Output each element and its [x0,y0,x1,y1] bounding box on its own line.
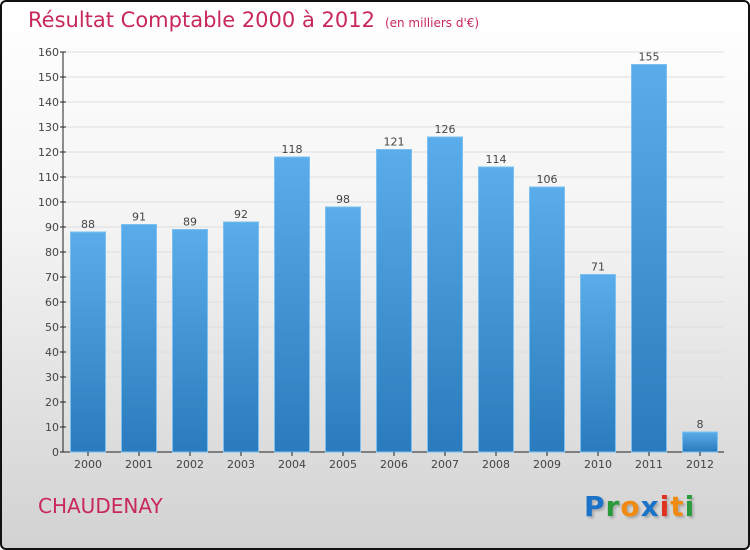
bar-2008 [478,166,514,453]
data-label-2000: 88 [81,218,95,231]
x-tick-label-2003: 2003 [227,458,255,471]
x-tick-label-2005: 2005 [329,458,357,471]
commune-name: CHAUDENAY [38,494,163,518]
bar-2009 [529,186,565,453]
x-tick-label-2009: 2009 [533,458,561,471]
chart-title: Résultat Comptable 2000 à 2012 (en millie… [28,8,479,32]
x-tick-label-2007: 2007 [431,458,459,471]
data-label-2009: 106 [537,173,558,186]
bar-2004 [274,156,310,453]
x-tick-label-2008: 2008 [482,458,510,471]
x-tick-label-2000: 2000 [74,458,102,471]
y-tick-label: 20 [45,396,59,409]
data-label-2008: 114 [486,153,507,166]
bar-2006 [376,149,412,453]
data-label-2012: 8 [697,418,704,431]
data-label-2011: 155 [639,51,660,64]
x-tick-label-2004: 2004 [278,458,306,471]
bar-2012 [682,431,718,453]
y-tick-label: 130 [38,121,59,134]
data-label-2007: 126 [435,123,456,136]
bar-2001 [121,224,157,453]
y-tick-label: 110 [38,171,59,184]
bar-2003 [223,221,259,453]
y-tick-label: 140 [38,96,59,109]
x-tick-label-2006: 2006 [380,458,408,471]
y-tick-label: 0 [52,446,59,459]
data-label-2003: 92 [234,208,248,221]
unit-label: (en milliers d'€) [384,16,480,30]
y-tick-label: 70 [45,271,59,284]
x-tick-label-2010: 2010 [584,458,612,471]
bar-2011 [631,64,667,453]
data-label-2010: 71 [591,261,605,274]
x-tick-label-2012: 2012 [686,458,714,471]
y-tick-label: 90 [45,221,59,234]
y-tick-label: 40 [45,346,59,359]
data-label-2005: 98 [336,193,350,206]
bar-2007 [427,136,463,453]
y-tick-label: 100 [38,196,59,209]
x-tick-label-2011: 2011 [635,458,663,471]
y-tick-label: 50 [45,321,59,334]
data-label-2001: 91 [132,211,146,224]
x-tick-label-2001: 2001 [125,458,153,471]
data-label-2002: 89 [183,216,197,229]
bar-2000 [70,231,106,453]
proxiti-logo: Proxiti [584,490,696,523]
x-tick-label-2002: 2002 [176,458,204,471]
y-tick-label: 10 [45,421,59,434]
y-tick-label: 120 [38,146,59,159]
y-tick-label: 30 [45,371,59,384]
data-label-2004: 118 [282,143,303,156]
bar-2005 [325,206,361,453]
bar-2010 [580,274,616,453]
y-tick-label: 60 [45,296,59,309]
data-label-2006: 121 [384,136,405,149]
y-tick-label: 80 [45,246,59,259]
title-text: Résultat Comptable 2000 à 2012 [28,8,375,32]
y-tick-label: 160 [38,46,59,59]
bar-2002 [172,229,208,453]
y-tick-label: 150 [38,71,59,84]
